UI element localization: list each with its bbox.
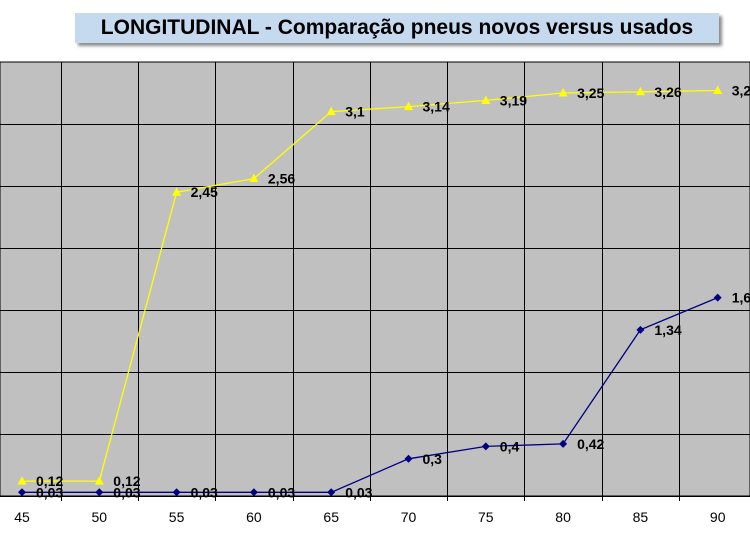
series-1-point	[635, 86, 645, 96]
x-tick-label: 65	[323, 509, 339, 525]
x-tick-label: 75	[478, 509, 494, 525]
x-tick-label: 80	[555, 509, 571, 525]
x-axis-ticks: 45 50 55 60 65 70 75 80 85 90	[14, 509, 725, 525]
plot-area	[0, 61, 750, 501]
series-2-point	[95, 488, 104, 497]
data-label: 1,34	[654, 322, 681, 338]
series-group	[17, 85, 723, 497]
data-label: 3,19	[500, 92, 527, 108]
data-label: 0,03	[191, 484, 218, 500]
series-2-point	[636, 325, 645, 334]
x-tick-label: 50	[92, 509, 108, 525]
data-labels: 0,12 0,12 2,45 2,56 3,1 3,14 3,19 3,25 3,26 3,2 0,…	[36, 83, 750, 501]
series-1-point	[558, 88, 568, 97]
series-1-point	[404, 101, 413, 111]
x-tick-label: 55	[169, 509, 185, 525]
series-2-point	[249, 488, 258, 497]
series-2-point	[172, 488, 181, 497]
series-1-point	[172, 187, 182, 196]
data-label: 1,6	[732, 290, 750, 306]
series-1-point	[326, 106, 336, 116]
data-label: 3,1	[345, 104, 365, 120]
series-1-point	[249, 173, 259, 183]
x-tick-label: 85	[633, 509, 649, 525]
series-2-point	[327, 488, 336, 497]
x-tick-label: 60	[246, 509, 262, 525]
data-label: 0,03	[36, 484, 63, 500]
x-tick-label: 45	[14, 509, 30, 525]
series-2-point	[404, 454, 413, 463]
data-label: 0,12	[113, 473, 140, 489]
data-label: 0,42	[577, 436, 604, 452]
series-1-point	[481, 95, 491, 104]
data-label: 3,25	[577, 85, 604, 101]
data-label: 3,2	[732, 83, 750, 99]
data-label: 0,4	[500, 438, 520, 454]
data-label: 0,12	[36, 473, 63, 489]
series-2-point	[481, 442, 490, 451]
plot-background	[0, 61, 750, 497]
data-label: 3,14	[423, 99, 450, 115]
data-label: 0,03	[345, 484, 372, 500]
series-1-point	[94, 476, 104, 485]
data-label: 2,56	[268, 171, 295, 187]
data-label: 2,45	[191, 184, 218, 200]
series-2-point	[713, 293, 722, 302]
series-2-point	[18, 488, 26, 497]
series-1-point	[713, 85, 723, 95]
series-2-point	[559, 439, 568, 448]
chart-title: LONGITUDINAL - Comparação pneus novos ve…	[100, 16, 694, 39]
series-1-point	[17, 476, 27, 485]
data-label: 0,03	[113, 484, 140, 500]
data-label: 0,03	[268, 484, 295, 500]
series-1-line	[22, 89, 718, 482]
chart-title-box: LONGITUDINAL - Comparação pneus novos ve…	[75, 13, 719, 43]
series-2-line	[22, 296, 718, 493]
data-label: 0,3	[423, 451, 443, 467]
x-tick-label: 90	[710, 509, 726, 525]
x-tick-label: 70	[401, 509, 417, 525]
data-label: 3,26	[654, 84, 681, 100]
